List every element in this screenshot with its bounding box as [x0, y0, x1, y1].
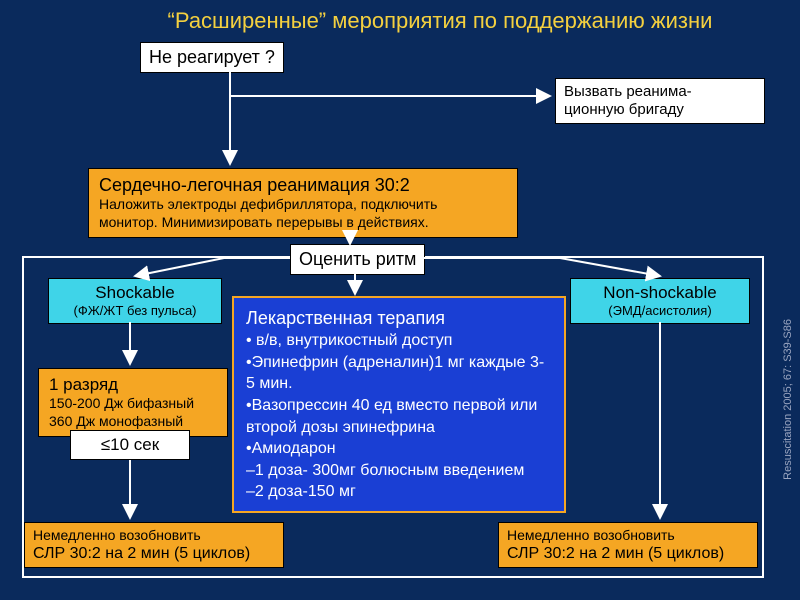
node-unresponsive: Не реагирует ? — [140, 42, 284, 73]
drugs-b2: •Эпинефрин (адреналин)1 мг каждые 3-5 ми… — [246, 352, 552, 395]
drugs-b4: •Амиодарон — [246, 438, 552, 460]
node-cpr: Сердечно-легочная реанимация 30:2 Наложи… — [88, 168, 518, 238]
nonshockable-sub: (ЭМД/асистолия) — [579, 303, 741, 319]
shockable-sub: (ФЖ/ЖТ без пульса) — [57, 303, 213, 319]
node-shockable: Shockable (ФЖ/ЖТ без пульса) — [48, 278, 222, 324]
shockable-label: Shockable — [57, 283, 213, 303]
shock-heading: 1 разряд — [49, 375, 217, 395]
node-shock: 1 разряд 150-200 Дж бифазный 360 Дж моно… — [38, 368, 228, 437]
shock-lines: 150-200 Дж бифазный 360 Дж монофазный — [49, 395, 217, 430]
drugs-d2: –2 доза-150 мг — [246, 481, 552, 503]
resume-right-l2: СЛР 30:2 на 2 мин (5 циклов) — [507, 545, 749, 563]
node-resume-right: Немедленно возобновить СЛР 30:2 на 2 мин… — [498, 522, 758, 568]
node-call-team: Вызвать реанима- ционную бригаду — [555, 78, 765, 124]
cpr-heading: Сердечно-легочная реанимация 30:2 — [99, 175, 507, 196]
page-title: “Расширенные” мероприятия по поддержанию… — [0, 0, 800, 34]
drugs-b1: • в/в, внутрикостный доступ — [246, 330, 552, 352]
nonshockable-label: Non-shockable — [579, 283, 741, 303]
drugs-d1: –1 доза- 300мг болюсным введением — [246, 460, 552, 482]
cpr-lines: Наложить электроды дефибриллятора, подкл… — [99, 196, 507, 231]
drugs-heading: Лекарственная терапия — [246, 306, 552, 330]
node-drugs: Лекарственная терапия • в/в, внутрикостн… — [232, 296, 566, 513]
node-time-limit: ≤10 сек — [70, 430, 190, 460]
node-resume-left: Немедленно возобновить СЛР 30:2 на 2 мин… — [24, 522, 284, 568]
resume-left-l1: Немедленно возобновить — [33, 527, 275, 545]
resume-left-l2: СЛР 30:2 на 2 мин (5 циклов) — [33, 545, 275, 563]
node-nonshockable: Non-shockable (ЭМД/асистолия) — [570, 278, 750, 324]
resume-right-l1: Немедленно возобновить — [507, 527, 749, 545]
node-assess-rhythm: Оценить ритм — [290, 244, 425, 275]
drugs-b3: •Вазопрессин 40 ед вместо первой или вто… — [246, 395, 552, 438]
citation-text: Resuscitation 2005; 67: S39-S86 — [782, 319, 794, 480]
